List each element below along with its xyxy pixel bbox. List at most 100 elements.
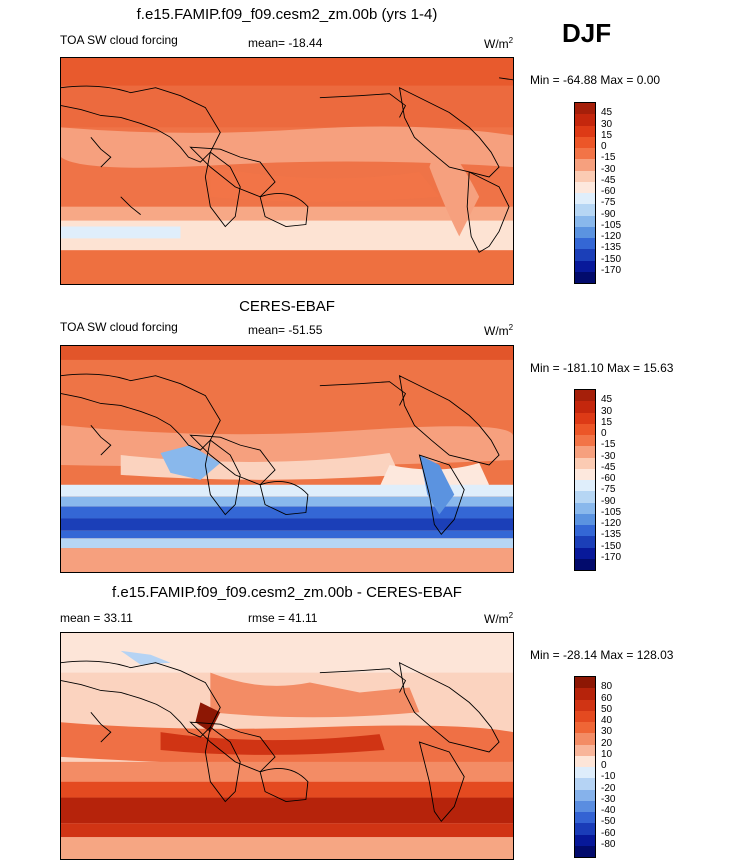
colorbar-tick-label: -45 [601,461,616,473]
panel-2-minmax: Min = -181.10 Max = 15.63 [530,361,674,375]
colorbar-tick-label: -30 [601,450,616,462]
colorbar-tick-label: 15 [601,416,613,428]
colorbar-segment [575,812,595,824]
panel-3-map [60,632,514,860]
panel-1-map-svg [61,58,513,284]
panel-1-colorbar-segments [575,103,595,283]
colorbar-segment [575,468,595,480]
colorbar-segment [575,744,595,756]
colorbar-tick-label: -50 [601,816,616,828]
colorbar-segment [575,789,595,801]
colorbar-tick-label: -40 [601,805,616,816]
panel-3-colorbar [574,676,596,858]
panel-1-left-label: TOA SW cloud forcing [60,33,178,47]
colorbar-tick-label: -60 [601,186,616,197]
colorbar-tick-label: -120 [601,231,622,242]
colorbar-tick-label: -135 [601,242,622,254]
colorbar-segment [575,170,595,182]
colorbar-tick-label: -105 [601,219,622,231]
colorbar-segment [575,103,595,115]
colorbar-tick-label: 60 [601,692,613,704]
colorbar-segment [575,677,595,689]
colorbar-tick-label: -90 [601,208,616,220]
colorbar-segment [575,401,595,413]
season-label: DJF [562,18,612,48]
colorbar-segment [575,204,595,216]
colorbar-tick-label: -80 [601,838,616,850]
colorbar-segment [575,722,595,734]
panel-3-units: W/m2 [484,611,514,626]
panel-2-units: W/m2 [484,323,514,338]
colorbar-segment [575,480,595,492]
colorbar-segment [575,491,595,503]
panel-2-colorbar [574,389,596,571]
panel-3-title: f.e15.FAMIP.f09_f09.cesm2_zm.00b - CERES… [112,584,462,601]
colorbar-tick-label: -15 [601,439,616,451]
colorbar-tick-label: -60 [601,473,616,484]
colorbar-tick-label: 0 [601,760,607,771]
colorbar-segment [575,148,595,160]
colorbar-segment [575,547,595,559]
colorbar-tick-label: -90 [601,495,616,507]
colorbar-segment [575,215,595,227]
colorbar-tick-label: 40 [601,715,613,726]
colorbar-segment [575,457,595,469]
colorbar-tick-label: -170 [601,264,622,276]
colorbar-tick-label: 0 [601,428,607,439]
colorbar-segment [575,193,595,205]
colorbar-segment [575,778,595,790]
panel-3-mean: mean = 33.11 [60,611,133,625]
colorbar-segment [575,513,595,525]
colorbar-segment [575,390,595,402]
colorbar-segment [575,767,595,779]
colorbar-tick-label: 50 [601,703,613,715]
colorbar-segment [575,800,595,812]
colorbar-tick-label: 30 [601,726,613,738]
colorbar-segment [575,834,595,846]
panel-1-minmax: Min = -64.88 Max = 0.00 [530,73,661,87]
panel-1-colorbar [574,102,596,284]
colorbar-segment [575,688,595,700]
panel-2-left-label: TOA SW cloud forcing [60,320,178,334]
panel-3-map-svg [61,633,513,859]
colorbar-segment [575,525,595,537]
colorbar-tick-label: 45 [601,107,613,119]
colorbar-segment [575,502,595,514]
panel-1-map [60,57,514,285]
panel-3-minmax: Min = -28.14 Max = 128.03 [530,648,674,662]
colorbar-segment [575,412,595,424]
colorbar-segment [575,249,595,261]
colorbar-segment [575,733,595,745]
colorbar-tick-label: -105 [601,506,622,518]
colorbar-segment [575,238,595,250]
colorbar-tick-label: 20 [601,737,613,749]
colorbar-segment [575,125,595,137]
colorbar-tick-label: 45 [601,394,613,406]
colorbar-tick-label: 30 [601,405,613,417]
colorbar-tick-label: -30 [601,163,616,175]
colorbar-segment [575,435,595,447]
panel-1-mean: mean= -18.44 [248,36,323,50]
panel-2-map [60,345,514,573]
colorbar-segment [575,446,595,458]
colorbar-segment [575,260,595,272]
colorbar-segment [575,159,595,171]
panel-3-rmse: rmse = 41.11 [248,611,318,625]
colorbar-tick-label: -150 [601,253,622,265]
colorbar-segment [575,845,595,857]
colorbar-tick-label: -150 [601,540,622,552]
colorbar-tick-label: -45 [601,174,616,186]
panel-2-mean: mean= -51.55 [248,323,323,337]
panel-2-colorbar-segments [575,390,595,570]
panel-1-title: f.e15.FAMIP.f09_f09.cesm2_zm.00b (yrs 1-… [136,6,438,23]
colorbar-segment [575,271,595,283]
colorbar-tick-label: -135 [601,529,622,541]
panel-1-units: W/m2 [484,36,514,51]
colorbar-segment [575,755,595,767]
colorbar-tick-label: 15 [601,129,613,141]
colorbar-tick-label: -75 [601,197,616,209]
colorbar-tick-label: -60 [601,827,616,839]
colorbar-tick-label: -75 [601,484,616,496]
colorbar-segment [575,423,595,435]
colorbar-segment [575,226,595,238]
